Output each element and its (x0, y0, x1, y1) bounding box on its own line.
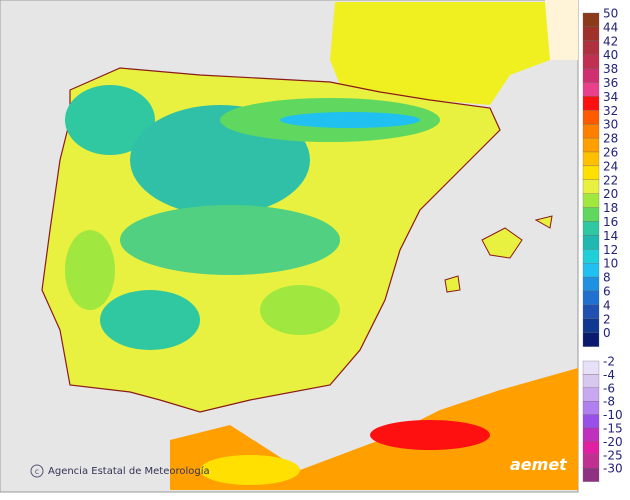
legend-swatch (582, 137, 600, 153)
island (444, 275, 461, 293)
legend-swatch (582, 414, 600, 429)
legend-swatch (582, 374, 600, 388)
legend-label: 14 (603, 229, 618, 243)
land-pale (545, 0, 578, 60)
legend-swatch (582, 151, 600, 167)
legend-label: -2 (603, 355, 615, 369)
legend-swatch (582, 360, 600, 375)
legend-swatch (582, 124, 600, 139)
legend-label: 28 (603, 132, 618, 146)
legend-swatch (582, 207, 600, 222)
legend-label: -4 (603, 368, 615, 382)
legend-swatch (582, 427, 600, 442)
legend-swatch (582, 179, 600, 194)
legend-swatch (582, 304, 600, 319)
legend-label: 38 (603, 62, 618, 76)
legend-swatch (582, 332, 600, 347)
legend-label: 34 (603, 90, 618, 104)
logo: aemet (510, 455, 568, 474)
zone (200, 455, 300, 485)
legend-label: 32 (603, 104, 618, 118)
legend-label: 16 (603, 215, 618, 229)
legend-swatch (582, 82, 600, 97)
legend-swatch (582, 454, 600, 469)
legend-label: 30 (603, 118, 618, 132)
legend-label: 0 (603, 326, 611, 340)
legend-swatch (582, 387, 600, 402)
legend-label: 8 (603, 271, 611, 285)
credit: Agencia Estatal de Meteorología (48, 465, 210, 477)
copyright-c: c (35, 467, 39, 476)
legend-swatch (582, 468, 600, 482)
legend-label: -8 (603, 395, 615, 409)
legend-swatch (582, 276, 600, 292)
legend-label: -10 (603, 408, 623, 422)
zone (370, 420, 490, 450)
legend-label: 26 (603, 146, 618, 160)
legend-label: 2 (603, 312, 611, 326)
legend-swatch (582, 249, 600, 264)
legend-swatch (582, 26, 600, 41)
legend-swatch (582, 290, 600, 306)
zone (65, 85, 155, 155)
legend-swatch (582, 54, 600, 69)
legend-swatch (582, 96, 600, 111)
france (330, 2, 550, 105)
legend-label: -6 (603, 381, 615, 395)
map: c Agencia Estatal de Meteorología aemet (0, 0, 579, 493)
legend-swatch (582, 68, 600, 83)
legend-label: 20 (603, 187, 618, 201)
legend-label: -20 (603, 435, 623, 449)
zone (280, 112, 420, 128)
legend-label: 36 (603, 76, 618, 90)
legend-swatch (582, 12, 600, 28)
island (534, 215, 553, 229)
legend-label: 50 (603, 7, 618, 21)
legend-swatch (582, 165, 600, 180)
legend-swatch (582, 318, 600, 333)
legend-label: 42 (603, 34, 618, 48)
zone (120, 205, 340, 275)
legend-swatch (582, 40, 600, 55)
legend-swatch (582, 441, 600, 455)
zone (65, 230, 115, 310)
legend-label: 10 (603, 257, 618, 271)
legend-label: 44 (603, 20, 618, 34)
legend-label: -15 (603, 422, 623, 436)
legend-label: -30 (603, 462, 623, 476)
copyright-icon (30, 464, 44, 478)
legend-swatch (582, 221, 600, 236)
legend-label: 24 (603, 159, 618, 173)
legend-label: 18 (603, 201, 618, 215)
legend-swatch (582, 263, 600, 278)
legend-label: 6 (603, 285, 611, 299)
zone (260, 285, 340, 335)
legend-label: 4 (603, 298, 611, 312)
legend-swatch (582, 110, 600, 125)
legend-label: 12 (603, 243, 618, 257)
legend: 5044424038363432302826242220181614121086… (582, 7, 623, 482)
island (481, 227, 523, 259)
legend-label: 22 (603, 173, 618, 187)
legend-swatch (582, 401, 600, 415)
legend-swatch (582, 235, 600, 250)
legend-label: -25 (603, 448, 623, 462)
legend-label: 40 (603, 48, 618, 62)
legend-swatch (582, 193, 600, 208)
zone (100, 290, 200, 350)
